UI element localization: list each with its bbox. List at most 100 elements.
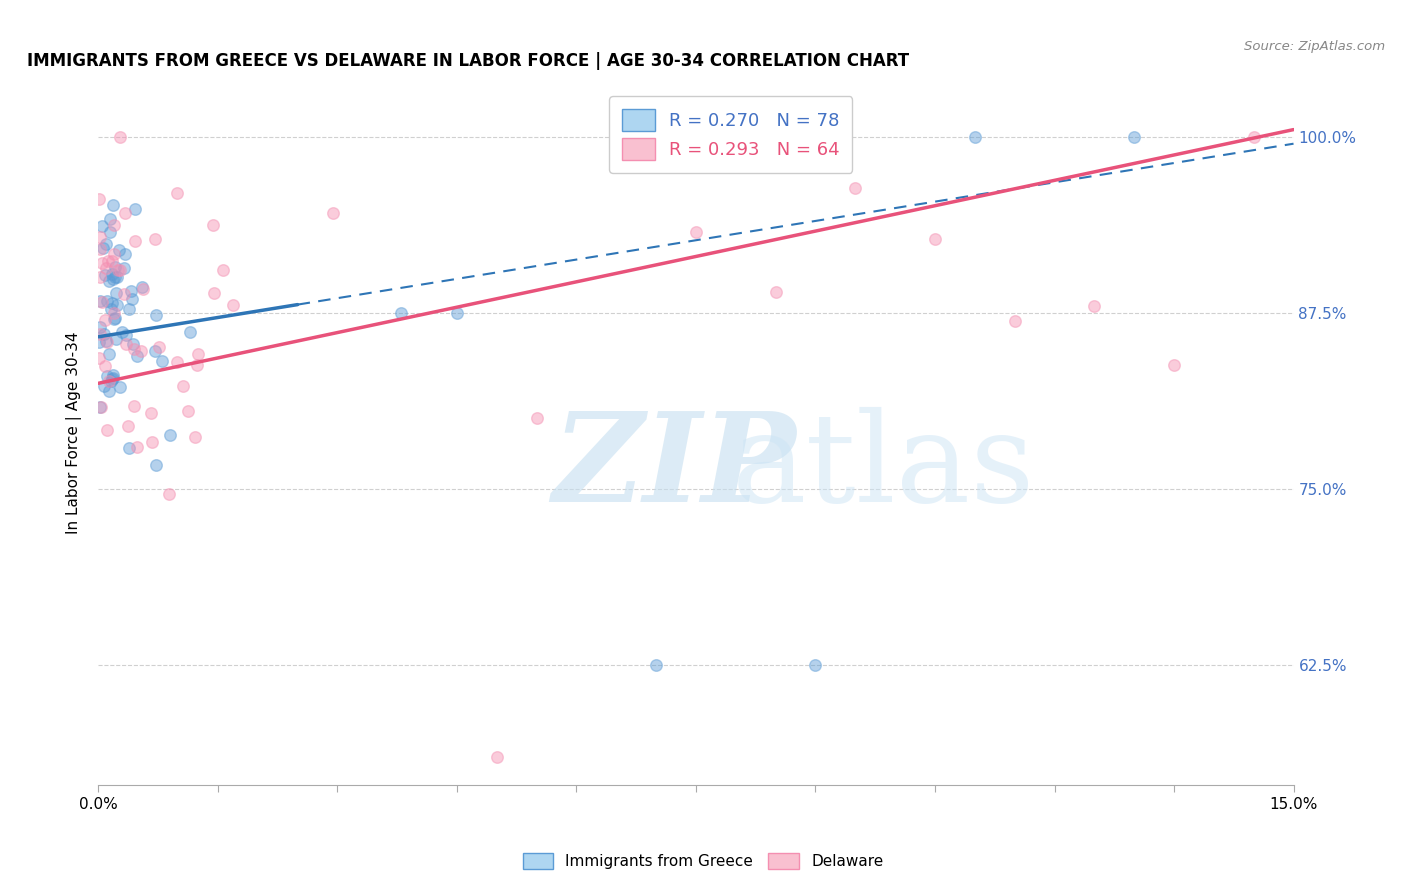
Point bbox=[176, 403, 198, 417]
Point bbox=[963, 129, 986, 144]
Point bbox=[103, 312, 125, 326]
Text: atlas: atlas bbox=[733, 408, 1035, 528]
Point bbox=[115, 336, 138, 351]
Point bbox=[94, 313, 117, 327]
Point bbox=[100, 267, 122, 281]
Point bbox=[91, 241, 114, 255]
Point bbox=[127, 349, 149, 363]
Point bbox=[101, 296, 124, 310]
Point bbox=[202, 218, 225, 232]
Point bbox=[105, 332, 128, 346]
Point bbox=[179, 326, 201, 340]
Point bbox=[94, 334, 117, 349]
Point bbox=[100, 372, 122, 386]
Point bbox=[186, 358, 208, 372]
Point bbox=[139, 406, 162, 420]
Point bbox=[202, 285, 225, 300]
Point bbox=[97, 374, 120, 388]
Point bbox=[145, 232, 167, 246]
Point bbox=[98, 211, 121, 226]
Point bbox=[222, 298, 245, 312]
Point bbox=[124, 202, 146, 216]
Point bbox=[89, 242, 111, 256]
Point bbox=[122, 342, 145, 356]
Point bbox=[804, 658, 827, 673]
Point bbox=[765, 285, 787, 299]
Point bbox=[485, 749, 508, 764]
Point bbox=[93, 379, 115, 393]
Legend: R = 0.270   N = 78, R = 0.293   N = 64: R = 0.270 N = 78, R = 0.293 N = 64 bbox=[609, 96, 852, 173]
Point bbox=[103, 218, 125, 232]
Point bbox=[90, 219, 112, 234]
Point bbox=[101, 368, 124, 383]
Point bbox=[98, 347, 121, 361]
Point bbox=[107, 262, 129, 277]
Point bbox=[172, 379, 194, 393]
Point bbox=[143, 343, 166, 358]
Point bbox=[103, 305, 125, 319]
Point bbox=[166, 186, 188, 200]
Point bbox=[111, 326, 134, 340]
Point bbox=[89, 320, 111, 334]
Point bbox=[89, 334, 111, 349]
Point bbox=[93, 359, 115, 373]
Point bbox=[105, 298, 128, 312]
Point bbox=[107, 270, 129, 285]
Point bbox=[93, 326, 115, 341]
Point bbox=[89, 400, 111, 414]
Point bbox=[152, 354, 174, 368]
Point bbox=[645, 658, 668, 673]
Text: Source: ZipAtlas.com: Source: ZipAtlas.com bbox=[1244, 40, 1385, 54]
Point bbox=[212, 263, 235, 277]
Point bbox=[389, 306, 412, 320]
Point bbox=[96, 294, 118, 309]
Point bbox=[1123, 129, 1146, 144]
Point bbox=[108, 262, 131, 277]
Point bbox=[112, 287, 135, 301]
Point bbox=[96, 369, 118, 384]
Point bbox=[132, 282, 155, 296]
Point bbox=[114, 328, 136, 343]
Point bbox=[110, 380, 132, 394]
Point bbox=[166, 355, 188, 369]
Point bbox=[90, 295, 112, 310]
Point bbox=[100, 253, 122, 268]
Point bbox=[89, 230, 111, 244]
Point bbox=[104, 260, 127, 275]
Point bbox=[322, 206, 344, 220]
Point bbox=[105, 285, 128, 300]
Point bbox=[114, 247, 136, 261]
Legend: Immigrants from Greece, Delaware: Immigrants from Greece, Delaware bbox=[516, 847, 890, 875]
Y-axis label: In Labor Force | Age 30-34: In Labor Force | Age 30-34 bbox=[66, 331, 83, 534]
Point bbox=[924, 232, 946, 246]
Point bbox=[117, 419, 139, 434]
Point bbox=[89, 351, 111, 366]
Point bbox=[97, 253, 120, 268]
Point bbox=[101, 198, 124, 212]
Point bbox=[107, 243, 129, 257]
Point bbox=[1163, 358, 1185, 372]
Point bbox=[118, 441, 141, 455]
Point bbox=[187, 347, 209, 361]
Point bbox=[1243, 129, 1265, 144]
Point bbox=[122, 400, 145, 414]
Point bbox=[183, 430, 205, 444]
Point bbox=[145, 308, 167, 322]
Point bbox=[98, 274, 121, 288]
Point bbox=[96, 261, 118, 276]
Point bbox=[112, 260, 135, 275]
Point bbox=[96, 423, 118, 437]
Point bbox=[141, 434, 163, 449]
Point bbox=[103, 271, 125, 285]
Point bbox=[114, 206, 136, 220]
Point bbox=[98, 225, 121, 239]
Point bbox=[685, 225, 707, 239]
Point bbox=[157, 487, 180, 501]
Point bbox=[159, 428, 181, 442]
Point bbox=[89, 192, 111, 206]
Point bbox=[93, 268, 115, 282]
Point bbox=[89, 269, 111, 284]
Point bbox=[446, 306, 468, 320]
Point bbox=[96, 335, 118, 350]
Point bbox=[121, 292, 143, 306]
